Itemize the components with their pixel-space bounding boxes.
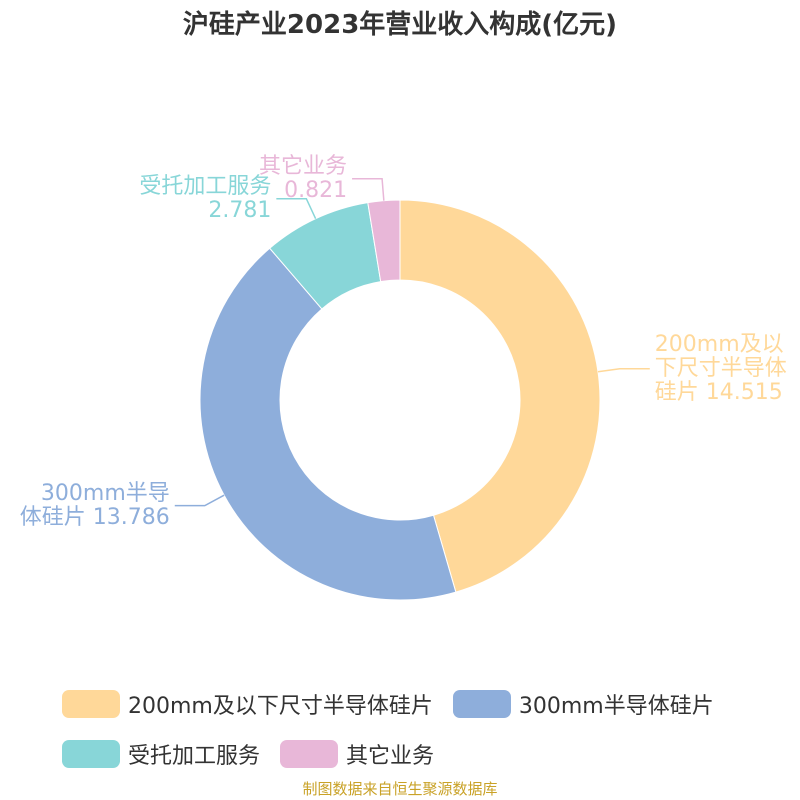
legend-item[interactable]: 200mm及以下尺寸半导体硅片 [62,688,433,720]
donut-slice [399,199,601,593]
legend-swatch [452,690,511,718]
label-value: 0.821 [284,177,348,203]
legend-label: 其它业务 [346,744,435,769]
donut-slice [199,247,457,601]
source-note: 制图数据来自恒生聚源数据库 [302,780,498,798]
label-value: 2.781 [208,197,272,223]
legend-item[interactable]: 受托加工服务 [62,738,260,770]
label-name: 300mm半导体硅片 [19,480,170,530]
data-label: 200mm及以下尺寸半导体硅片 14.515 [654,331,800,405]
legend-item[interactable]: 其它业务 [280,738,434,770]
legend-item[interactable]: 300mm半导体硅片 [452,688,714,720]
legend-label: 300mm半导体硅片 [518,694,714,719]
leader-line [352,177,385,201]
leader-line [597,367,650,373]
legend-swatch [62,690,120,718]
leader-line [174,494,225,507]
legend-swatch [62,740,120,768]
label-name: 200mm及以下尺寸半导体硅片 [654,331,787,405]
data-label: 300mm半导体硅片 13.786 [19,480,170,530]
chart-title: 沪硅产业2023年营业收入构成(亿元) [182,10,618,40]
label-value: 14.515 [705,379,783,405]
label-name: 受托加工服务 [139,173,272,199]
donut-slice [367,199,401,283]
label-value: 13.786 [92,504,170,530]
label-name: 其它业务 [259,153,348,179]
data-label: 其它业务 0.821 [197,153,348,203]
data-label: 受托加工服务 2.781 [121,173,272,223]
leader-line [276,197,317,219]
legend-label: 受托加工服务 [128,744,261,769]
legend-label: 200mm及以下尺寸半导体硅片 [128,694,433,719]
legend: 200mm及以下尺寸半导体硅片 300mm半导体硅片受托加工服务 其它业务 [62,688,782,770]
legend-swatch [280,740,339,768]
